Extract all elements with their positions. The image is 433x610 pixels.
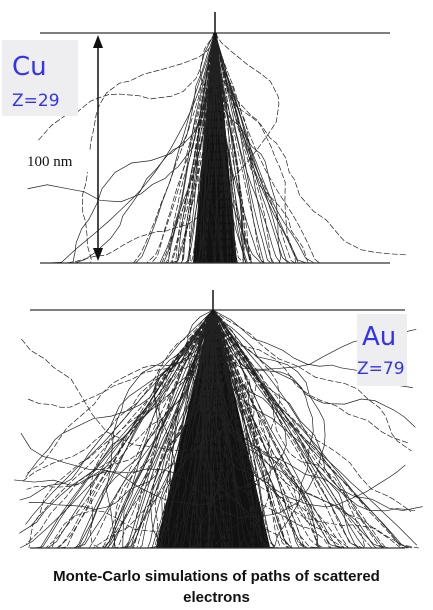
- electron-path: [215, 33, 408, 255]
- arrow-head: [93, 248, 103, 261]
- atomic-number: Z=29: [12, 91, 60, 111]
- scale-label: 100 nm: [27, 154, 73, 170]
- element-label: Cu: [12, 52, 47, 82]
- atomic-number: Z=79: [357, 359, 405, 379]
- caption: Monte-Carlo simulations of paths of scat…: [40, 566, 393, 608]
- page: {"top_panel": {"element": "Cu", "atomic_…: [0, 0, 433, 610]
- element-label: Au: [362, 322, 396, 352]
- arrow-head: [93, 35, 103, 48]
- figure: Cu Z=29 100 nm Au Z=79: [0, 0, 433, 610]
